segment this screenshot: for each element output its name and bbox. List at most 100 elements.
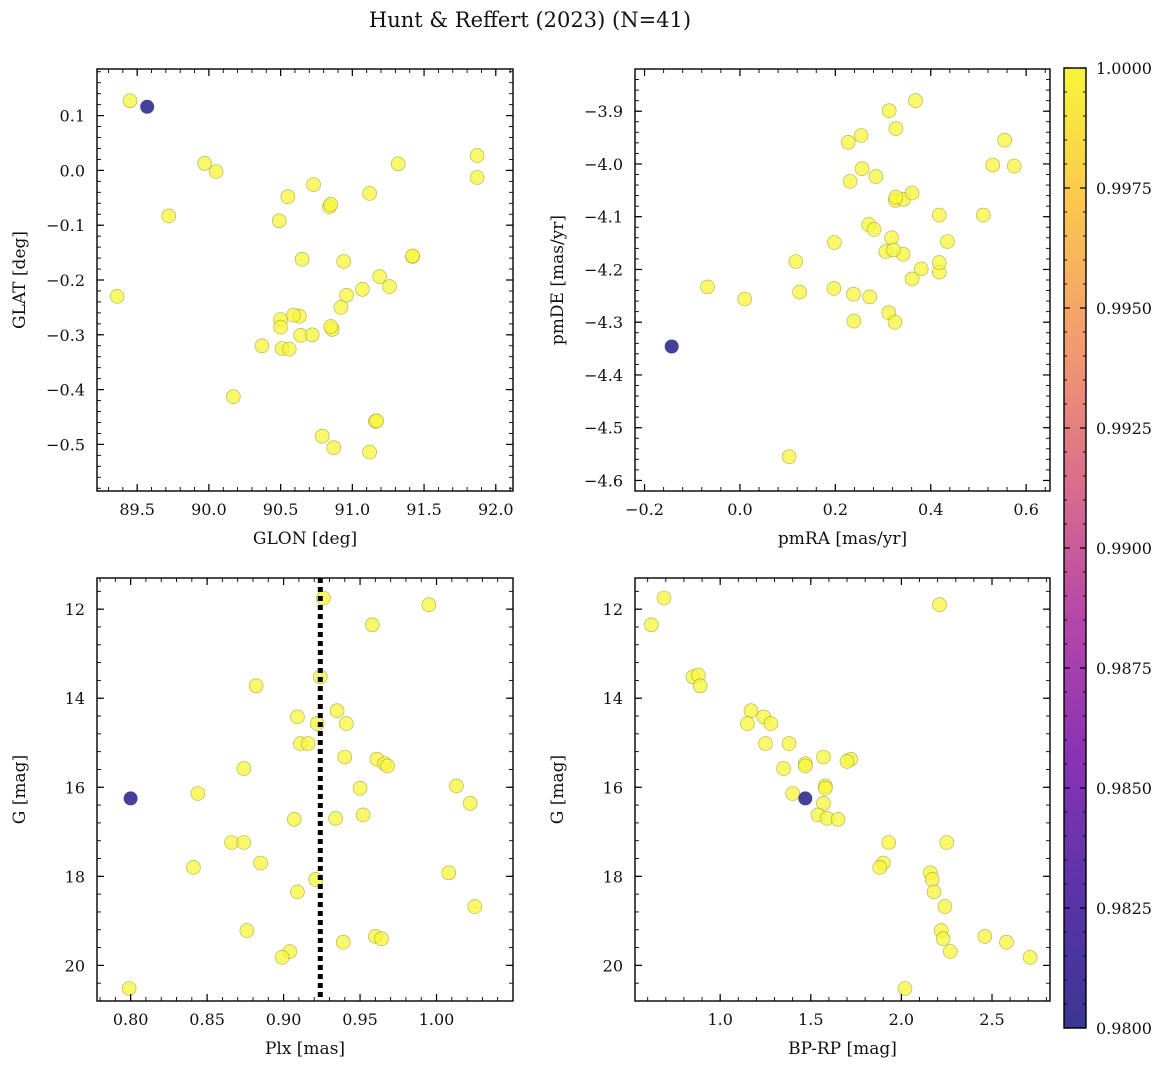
axes-frame xyxy=(96,68,514,492)
scatter-point xyxy=(338,716,354,731)
scatter-point xyxy=(926,884,942,900)
colorbar-tick-label: 1.0000 xyxy=(1096,59,1152,78)
axes-frame xyxy=(634,68,1051,492)
scatter-point xyxy=(273,319,288,335)
y-tick-label: 18 xyxy=(65,867,85,886)
scatter-point xyxy=(316,590,331,606)
x-tick-label: 0.90 xyxy=(266,1010,302,1029)
colorbar-tick-label: 0.9800 xyxy=(1096,1019,1152,1038)
scatter-point xyxy=(190,786,206,801)
x-tick-label: 0.80 xyxy=(113,1010,149,1029)
scatter-point xyxy=(337,749,353,765)
scatter-point xyxy=(692,678,708,694)
panels: 89.5 90.0 90.5 91.0 91.5 92.0 −0.5 −0.4 −0.3 −0.2… xyxy=(10,68,1051,1059)
scatter-point xyxy=(271,213,287,229)
x-tick-label: 0.95 xyxy=(342,1010,378,1029)
scatter-point xyxy=(333,300,349,315)
scatter-point xyxy=(186,860,201,875)
scatter-point xyxy=(1006,158,1022,174)
scatter-point xyxy=(290,884,305,900)
colorbar-tick-label: 0.9850 xyxy=(1096,779,1152,798)
scatter-point xyxy=(887,314,903,330)
x-tick-label: 0.6 xyxy=(1013,500,1038,519)
colorbar-tick-label: 0.9975 xyxy=(1096,179,1152,198)
scatter-point xyxy=(884,230,899,246)
scatter-point xyxy=(853,128,869,143)
scatter-point xyxy=(942,944,958,959)
y-tick-label: −0.5 xyxy=(46,435,85,454)
scatter-point xyxy=(788,254,804,269)
scatter-point xyxy=(886,242,901,258)
scatter-point xyxy=(380,758,395,774)
scatter-point xyxy=(881,103,897,118)
y-tick-label: 12 xyxy=(65,600,85,619)
scatter-point xyxy=(372,269,387,285)
scatter-point-low-prob xyxy=(664,339,679,354)
scatter-point xyxy=(868,169,884,184)
scatter-point-low-prob xyxy=(798,791,813,806)
scatter-point xyxy=(888,189,904,205)
y-tick-label: −4.2 xyxy=(584,260,623,279)
scatter-point xyxy=(224,835,239,850)
scatter-panel-1: 89.5 90.0 90.5 91.0 91.5 92.0 −0.5 −0.4 −0.3 −0.2… xyxy=(10,68,514,549)
scatter-point xyxy=(286,307,301,323)
colorbar-tick-label: 0.9900 xyxy=(1096,539,1152,558)
y-tick-label: −3.9 xyxy=(584,102,623,121)
x-axis-label: Plx [mas] xyxy=(265,1039,345,1059)
scatter-point xyxy=(326,440,342,456)
scatter-point xyxy=(197,156,212,171)
scatter-point xyxy=(161,208,176,224)
x-tick-label: 0.2 xyxy=(823,500,848,519)
scatter-point xyxy=(306,177,321,192)
y-tick-label: 14 xyxy=(65,689,85,708)
x-tick-label: 90.5 xyxy=(263,500,299,519)
scatter-point xyxy=(700,279,715,295)
y-tick-label: 12 xyxy=(603,600,623,619)
x-axis-label: GLON [deg] xyxy=(253,529,357,549)
axes-frame xyxy=(634,577,1051,1002)
scatter-panel-3: 0.80 0.85 0.90 0.95 1.00 12 14 16 18 20 Plx [mas] G… xyxy=(10,577,514,1059)
x-tick-label: 92.0 xyxy=(478,500,514,519)
x-tick-label: 1.0 xyxy=(707,1010,732,1029)
scatter-point xyxy=(355,281,370,297)
scatter-point xyxy=(323,319,339,334)
y-tick-label: −4.6 xyxy=(584,471,623,490)
x-tick-label: 90.0 xyxy=(191,500,227,519)
y-tick-label: −4.5 xyxy=(584,419,623,438)
scatter-point xyxy=(329,703,345,719)
y-axis-label: G [mag] xyxy=(548,755,568,824)
y-tick-label: 14 xyxy=(603,689,623,708)
scatter-point xyxy=(776,761,791,776)
y-tick-label: 0.1 xyxy=(60,107,85,126)
scatter-point xyxy=(339,287,354,303)
scatter-point xyxy=(904,185,920,201)
scatter-point xyxy=(740,716,755,731)
x-tick-label: 2.5 xyxy=(979,1010,1004,1029)
scatter-point xyxy=(1022,950,1038,965)
scatter-point xyxy=(999,934,1014,950)
scatter-point xyxy=(280,189,296,204)
scatter-point xyxy=(975,207,991,223)
x-axis-label: BP-RP [mag] xyxy=(788,1039,897,1059)
scatter-point xyxy=(336,254,352,269)
x-tick-label: 1.00 xyxy=(419,1010,455,1029)
scatter-point xyxy=(304,327,320,343)
figure-title: Hunt & Reffert (2023) (N=41) xyxy=(369,8,691,32)
scatter-point xyxy=(737,291,753,307)
y-tick-label: 18 xyxy=(603,867,623,886)
y-tick-label: −4.0 xyxy=(584,155,623,174)
scatter-point xyxy=(939,835,955,850)
scatter-point xyxy=(935,931,951,947)
scatter-point xyxy=(931,207,947,223)
y-tick-label: 20 xyxy=(603,956,623,975)
scatter-point xyxy=(281,341,297,357)
scatter-point xyxy=(862,289,878,305)
x-tick-label: 91.0 xyxy=(335,500,371,519)
y-tick-label: 20 xyxy=(65,956,85,975)
scatter-point xyxy=(236,761,252,776)
colorbar-tick-label: 0.9875 xyxy=(1096,659,1152,678)
scatter-point xyxy=(469,170,485,185)
x-tick-label: 0.85 xyxy=(189,1010,225,1029)
scatter-point xyxy=(248,678,264,694)
